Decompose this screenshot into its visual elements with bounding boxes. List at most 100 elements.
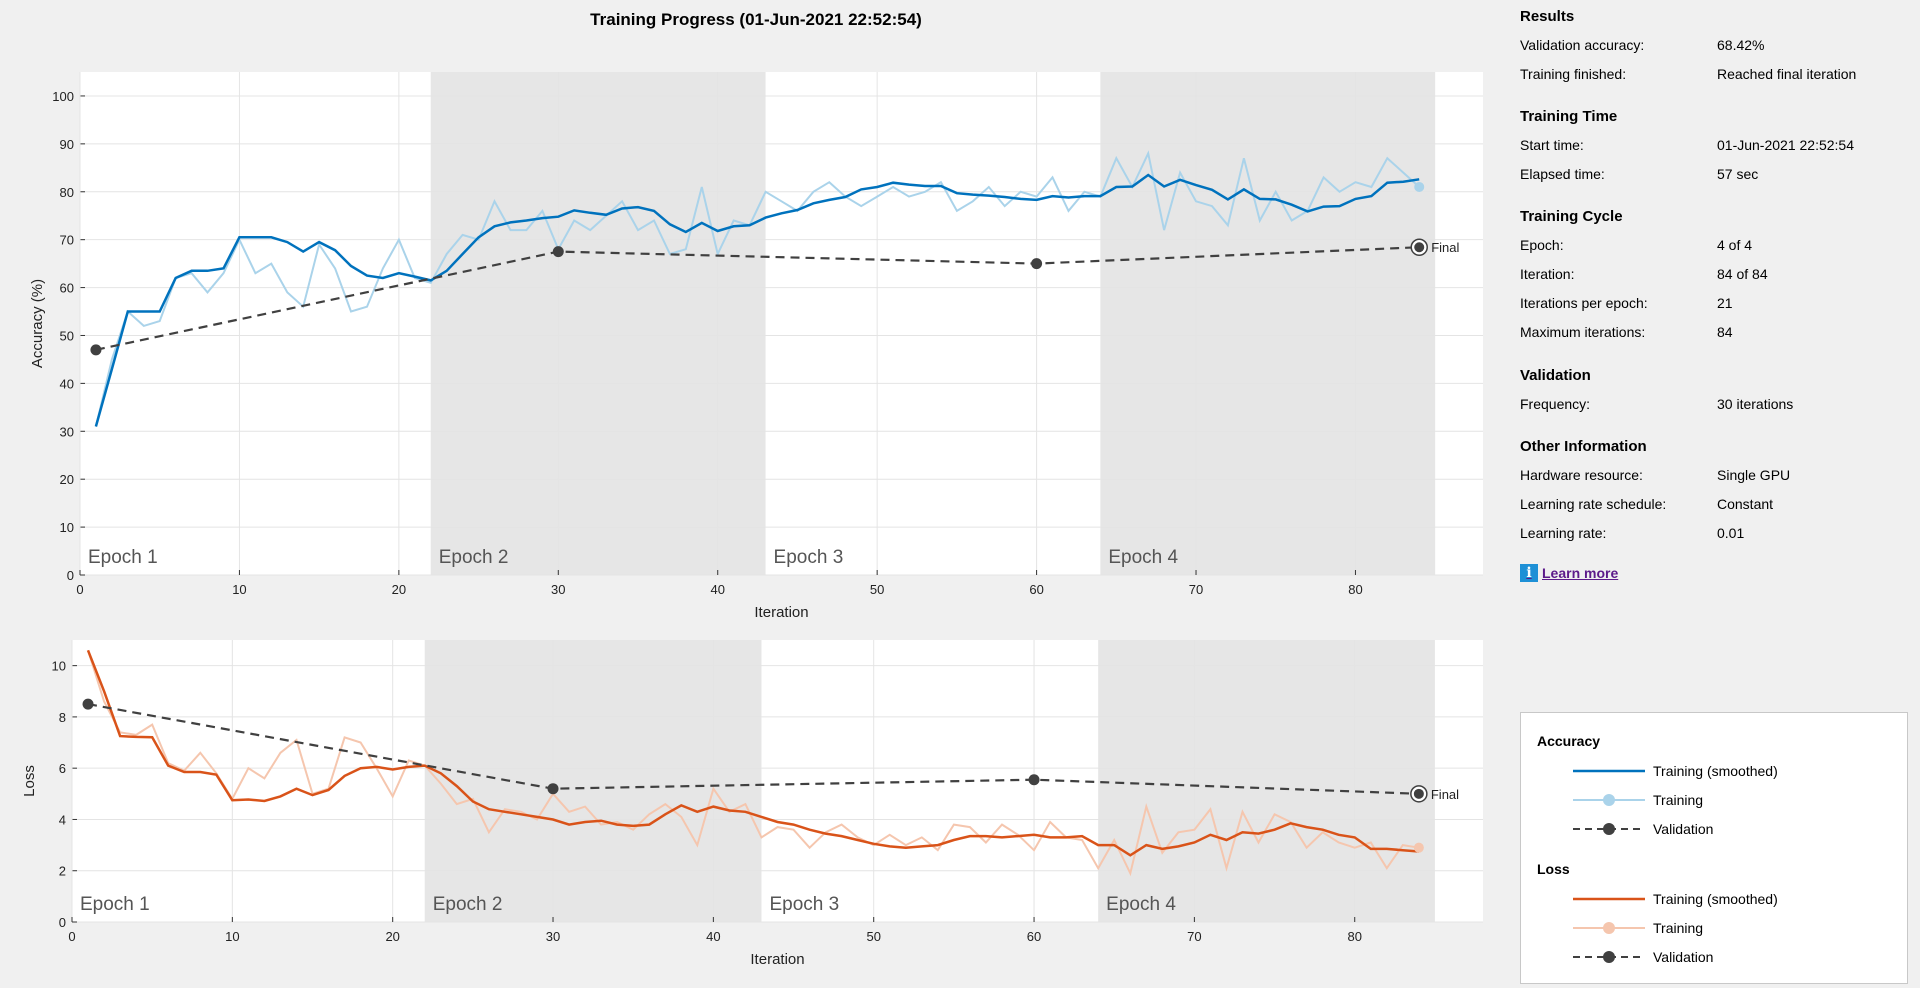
- legend-item: Training (smoothed): [1573, 760, 1893, 782]
- legend-item-label: Validation: [1653, 821, 1714, 837]
- loss-validation-point: [82, 698, 94, 710]
- loss-x-tick-label: 80: [1347, 929, 1361, 944]
- info-row-value: Single GPU: [1717, 467, 1791, 483]
- info-row-label: Learning rate schedule:: [1520, 496, 1667, 512]
- loss-validation-point: [1028, 774, 1040, 786]
- loss-y-tick-label: 10: [52, 659, 66, 674]
- accuracy-epoch-band: [1100, 72, 1436, 575]
- info-row-value: 0.01: [1717, 525, 1745, 541]
- section-title: Training Cycle: [1520, 208, 1623, 225]
- loss-x-tick-label: 0: [68, 929, 75, 944]
- accuracy-y-tick-label: 100: [52, 89, 74, 104]
- accuracy-x-tick-label: 10: [232, 582, 246, 597]
- accuracy-y-tick-label: 0: [67, 568, 74, 583]
- accuracy-training-smoothed-line: [94, 173, 1420, 427]
- legend-item: Validation: [1573, 818, 1893, 840]
- loss-x-tick-label: 30: [546, 929, 560, 944]
- learn-more-link[interactable]: i Learn more: [1520, 564, 1618, 582]
- info-row-label: Hardware resource:: [1520, 467, 1643, 483]
- loss-chart: 0 2 4 6 8 10 0 10 20 30 40 50 60 70 80 Epoch 1 Epoch 2 Ep…: [21, 640, 1483, 968]
- accuracy-y-tick-label: 20: [60, 472, 74, 487]
- legend-marker: [1603, 922, 1615, 934]
- accuracy-training-end-marker: [1414, 181, 1425, 192]
- loss-y-tick-label: 6: [59, 761, 66, 776]
- accuracy-x-tick-label: 50: [870, 582, 884, 597]
- legend-swatch: [1573, 823, 1645, 835]
- legend-swatch: [1573, 769, 1645, 773]
- loss-epoch-label: Epoch 3: [769, 894, 839, 915]
- info-row-label: Iterations per epoch:: [1520, 295, 1648, 311]
- section-title: Results: [1520, 8, 1575, 25]
- accuracy-y-tick-label: 40: [60, 376, 74, 391]
- legend-marker: [1603, 951, 1615, 963]
- accuracy-y-tick-label: 60: [60, 281, 74, 296]
- accuracy-x-tick-label: 0: [76, 582, 83, 597]
- loss-epoch-label: Epoch 1: [80, 894, 150, 915]
- info-panel: Results Validation accuracy: 68.42% Trainin…: [1520, 0, 1920, 988]
- loss-y-axis-label: Loss: [21, 765, 38, 797]
- legend-item: Training: [1573, 789, 1893, 811]
- legend-marker: [1603, 794, 1615, 806]
- loss-x-tick-label: 60: [1027, 929, 1041, 944]
- info-row-label: Learning rate:: [1520, 525, 1607, 541]
- info-row-value: 68.42%: [1717, 37, 1765, 53]
- accuracy-final-label: Final: [1431, 240, 1459, 255]
- loss-epoch-label: Epoch 2: [433, 894, 503, 915]
- accuracy-x-axis-label: Iteration: [754, 604, 808, 621]
- accuracy-y-axis-label: Accuracy (%): [29, 279, 46, 368]
- accuracy-validation-point: [552, 246, 564, 258]
- accuracy-y-tick-label: 90: [60, 137, 74, 152]
- info-icon: i: [1520, 564, 1538, 582]
- accuracy-x-tick-label: 60: [1029, 582, 1043, 597]
- info-row-label: Maximum iterations:: [1520, 324, 1646, 340]
- info-row-value: 4 of 4: [1717, 237, 1753, 253]
- loss-y-tick-label: 4: [59, 812, 66, 827]
- accuracy-epoch-label: Epoch 2: [439, 547, 509, 568]
- accuracy-y-tick-label: 30: [60, 424, 74, 439]
- section-title: Other Information: [1520, 438, 1647, 455]
- accuracy-epoch-label: Epoch 1: [88, 547, 158, 568]
- accuracy-y-tick-label: 80: [60, 185, 74, 200]
- accuracy-x-tick-label: 20: [392, 582, 406, 597]
- legend-item-label: Validation: [1653, 949, 1714, 965]
- legend-panel: Accuracy Training (smoothed) Training Valid…: [1520, 712, 1908, 984]
- accuracy-y-tick-label: 50: [60, 328, 74, 343]
- info-row-value: 57 sec: [1717, 166, 1759, 182]
- legend-item-label: Training (smoothed): [1653, 763, 1778, 779]
- loss-x-tick-label: 40: [706, 929, 720, 944]
- accuracy-epoch-label: Epoch 4: [1108, 547, 1178, 568]
- legend-group-title: Accuracy: [1537, 733, 1601, 749]
- loss-x-tick-label: 20: [385, 929, 399, 944]
- loss-x-axis-label: Iteration: [750, 951, 804, 968]
- section-title: Training Time: [1520, 108, 1618, 125]
- info-row-label: Validation accuracy:: [1520, 37, 1645, 53]
- info-row-value: Reached final iteration: [1717, 66, 1857, 82]
- loss-y-tick-label: 0: [59, 915, 66, 930]
- info-row-label: Epoch:: [1520, 237, 1564, 253]
- legend-item: Training (smoothed): [1573, 888, 1893, 910]
- loss-x-tick-label: 70: [1187, 929, 1201, 944]
- info-row-value: 84 of 84: [1717, 266, 1768, 282]
- info-row-value: 30 iterations: [1717, 396, 1794, 412]
- info-row-label: Training finished:: [1520, 66, 1627, 82]
- info-row-value: 21: [1717, 295, 1733, 311]
- loss-training-smoothed-line: [86, 649, 1420, 857]
- learn-more-label: Learn more: [1542, 565, 1619, 581]
- accuracy-training-line: [94, 150, 1420, 427]
- legend-item: Validation: [1573, 946, 1893, 968]
- loss-final-label: Final: [1431, 787, 1459, 802]
- accuracy-x-tick-label: 70: [1189, 582, 1203, 597]
- info-row-label: Frequency:: [1520, 396, 1591, 412]
- loss-validation-line: [87, 703, 1419, 795]
- loss-epoch-band: [1098, 640, 1435, 922]
- loss-x-tick-label: 10: [225, 929, 239, 944]
- info-row-value: 01-Jun-2021 22:52:54: [1717, 137, 1854, 153]
- loss-validation-point: [547, 783, 559, 795]
- accuracy-validation-point: [1031, 258, 1043, 270]
- loss-training-line: [87, 650, 1420, 877]
- info-row-label: Iteration:: [1520, 266, 1575, 282]
- accuracy-x-tick-label: 40: [710, 582, 724, 597]
- legend-swatch: [1573, 794, 1645, 806]
- loss-training-end-marker: [1413, 842, 1424, 853]
